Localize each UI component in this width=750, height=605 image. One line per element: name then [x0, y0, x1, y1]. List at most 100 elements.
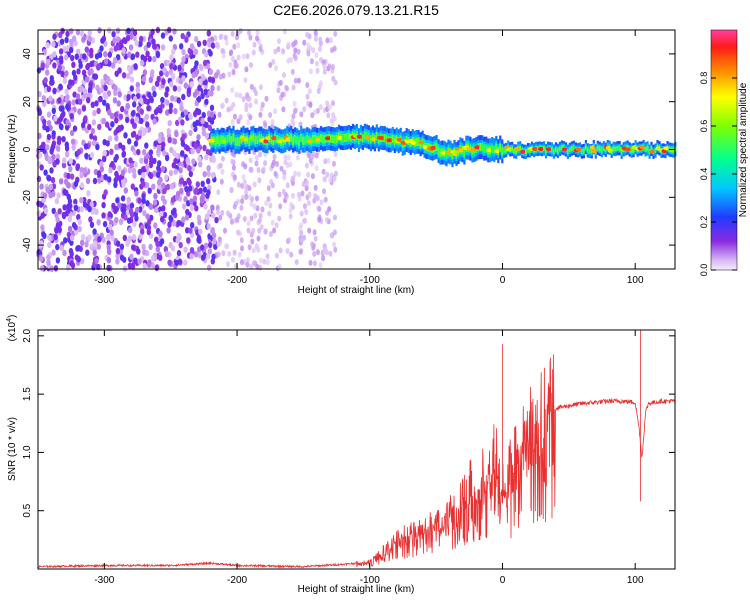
heatmap-cell	[86, 62, 91, 70]
heatmap-cell	[142, 69, 148, 76]
heatmap-cell	[236, 137, 239, 146]
heatmap-cell	[277, 38, 281, 45]
heatmap-cell	[69, 46, 74, 54]
heatmap-cell	[185, 227, 190, 234]
heatmap-cell	[238, 92, 243, 99]
heatmap-cell	[451, 151, 454, 160]
heatmap-cell	[256, 135, 259, 144]
heatmap-cell	[190, 148, 195, 155]
heatmap-cell	[550, 147, 554, 153]
heatmap-cell	[133, 63, 138, 70]
heatmap-cell	[141, 197, 146, 204]
heatmap-cell	[184, 214, 190, 221]
heatmap-cell	[93, 73, 99, 80]
heatmap-cell	[96, 107, 101, 115]
heatmap-cell	[69, 28, 74, 35]
heatmap-cell	[169, 183, 175, 190]
heatmap-cell	[244, 66, 249, 73]
heatmap-cell	[86, 190, 91, 197]
heatmap-cell	[552, 149, 556, 155]
heatmap-cell	[646, 145, 649, 151]
heatmap-cell	[130, 110, 136, 117]
heatmap-cell	[73, 204, 79, 211]
heatmap-cell	[94, 208, 99, 215]
heatmap-cell	[177, 258, 183, 265]
heatmap-cell	[258, 84, 263, 91]
heatmap-cell	[491, 144, 494, 154]
heatmap-cell	[417, 137, 420, 146]
heatmap-cell	[67, 198, 73, 205]
heatmap-cell	[96, 170, 102, 177]
heatmap-cell	[307, 152, 312, 159]
heatmap-cell	[160, 165, 166, 173]
heatmap-cell	[189, 81, 195, 88]
heatmap-cell	[310, 112, 315, 119]
heatmap-cell	[152, 199, 158, 206]
heatmap-cell	[241, 173, 246, 180]
heatmap-cell	[108, 224, 113, 231]
heatmap-cell	[82, 167, 88, 174]
heatmap-cell	[323, 245, 328, 252]
heatmap-cell	[217, 111, 222, 118]
heatmap-cell	[132, 101, 137, 108]
heatmap-cell	[79, 239, 85, 246]
heatmap-cell	[55, 216, 60, 223]
heatmap-cell	[499, 143, 502, 152]
heatmap-cell	[316, 249, 320, 256]
heatmap-cell	[591, 149, 598, 154]
heatmap-cell	[97, 236, 102, 243]
heatmap-cell	[650, 146, 653, 152]
heatmap-cell	[146, 41, 151, 48]
heatmap-cell	[258, 111, 263, 118]
heatmap-cell	[64, 96, 69, 103]
heatmap-cell	[266, 185, 271, 192]
heatmap-cell	[307, 191, 312, 198]
heatmap-cell	[106, 264, 111, 272]
heatmap-cell	[209, 138, 216, 143]
heatmap-cell	[314, 134, 317, 144]
heatmap-cell	[276, 46, 281, 53]
heatmap-cell	[96, 243, 102, 250]
heatmap-cell	[194, 68, 200, 75]
heatmap-cell	[214, 216, 219, 224]
heatmap-cell	[328, 250, 333, 257]
heatmap-cell	[259, 224, 264, 231]
heatmap-cell	[101, 117, 107, 125]
heatmap-cell	[214, 137, 217, 147]
heatmap-cell	[39, 255, 44, 262]
heatmap-cell	[86, 97, 91, 104]
heatmap-cell	[190, 165, 195, 172]
heatmap-cell	[205, 253, 211, 260]
heatmap-cell	[42, 100, 47, 108]
heatmap-cell	[137, 258, 142, 265]
heatmap-cell	[82, 87, 88, 95]
heatmap-cell	[495, 143, 498, 153]
heatmap-cell	[139, 157, 144, 164]
heatmap-cell	[285, 182, 290, 189]
heatmap-cell	[126, 64, 132, 72]
heatmap-cell	[232, 174, 237, 181]
heatmap-cell	[325, 209, 329, 216]
heatmap-cell	[36, 248, 41, 256]
heatmap-cell	[326, 112, 331, 119]
heatmap-cell	[228, 61, 233, 68]
heatmap-cell	[245, 261, 250, 268]
heatmap-cell	[333, 151, 338, 158]
heatmap-cell	[68, 79, 73, 86]
heatmap-cell	[112, 57, 118, 64]
heatmap-cell	[251, 247, 256, 254]
heatmap-cell	[178, 241, 183, 249]
heatmap-cell	[77, 225, 82, 233]
heatmap-cell	[238, 114, 243, 121]
snr-plot: -300 -200 -100 0 100 0.5 1.0 1.5 2.0 Height of …	[6, 315, 676, 595]
heatmap-cell	[312, 250, 317, 257]
heatmap-cell	[283, 154, 288, 161]
heatmap-cell	[58, 48, 64, 55]
colorbar-tick-label: 0.6	[699, 120, 709, 133]
heatmap-cell	[43, 207, 49, 215]
heatmap-cell	[155, 240, 160, 247]
heatmap-cell	[49, 167, 54, 174]
heatmap-cell	[69, 38, 74, 46]
heatmap-cell	[115, 240, 121, 247]
heatmap-cell	[330, 47, 335, 54]
